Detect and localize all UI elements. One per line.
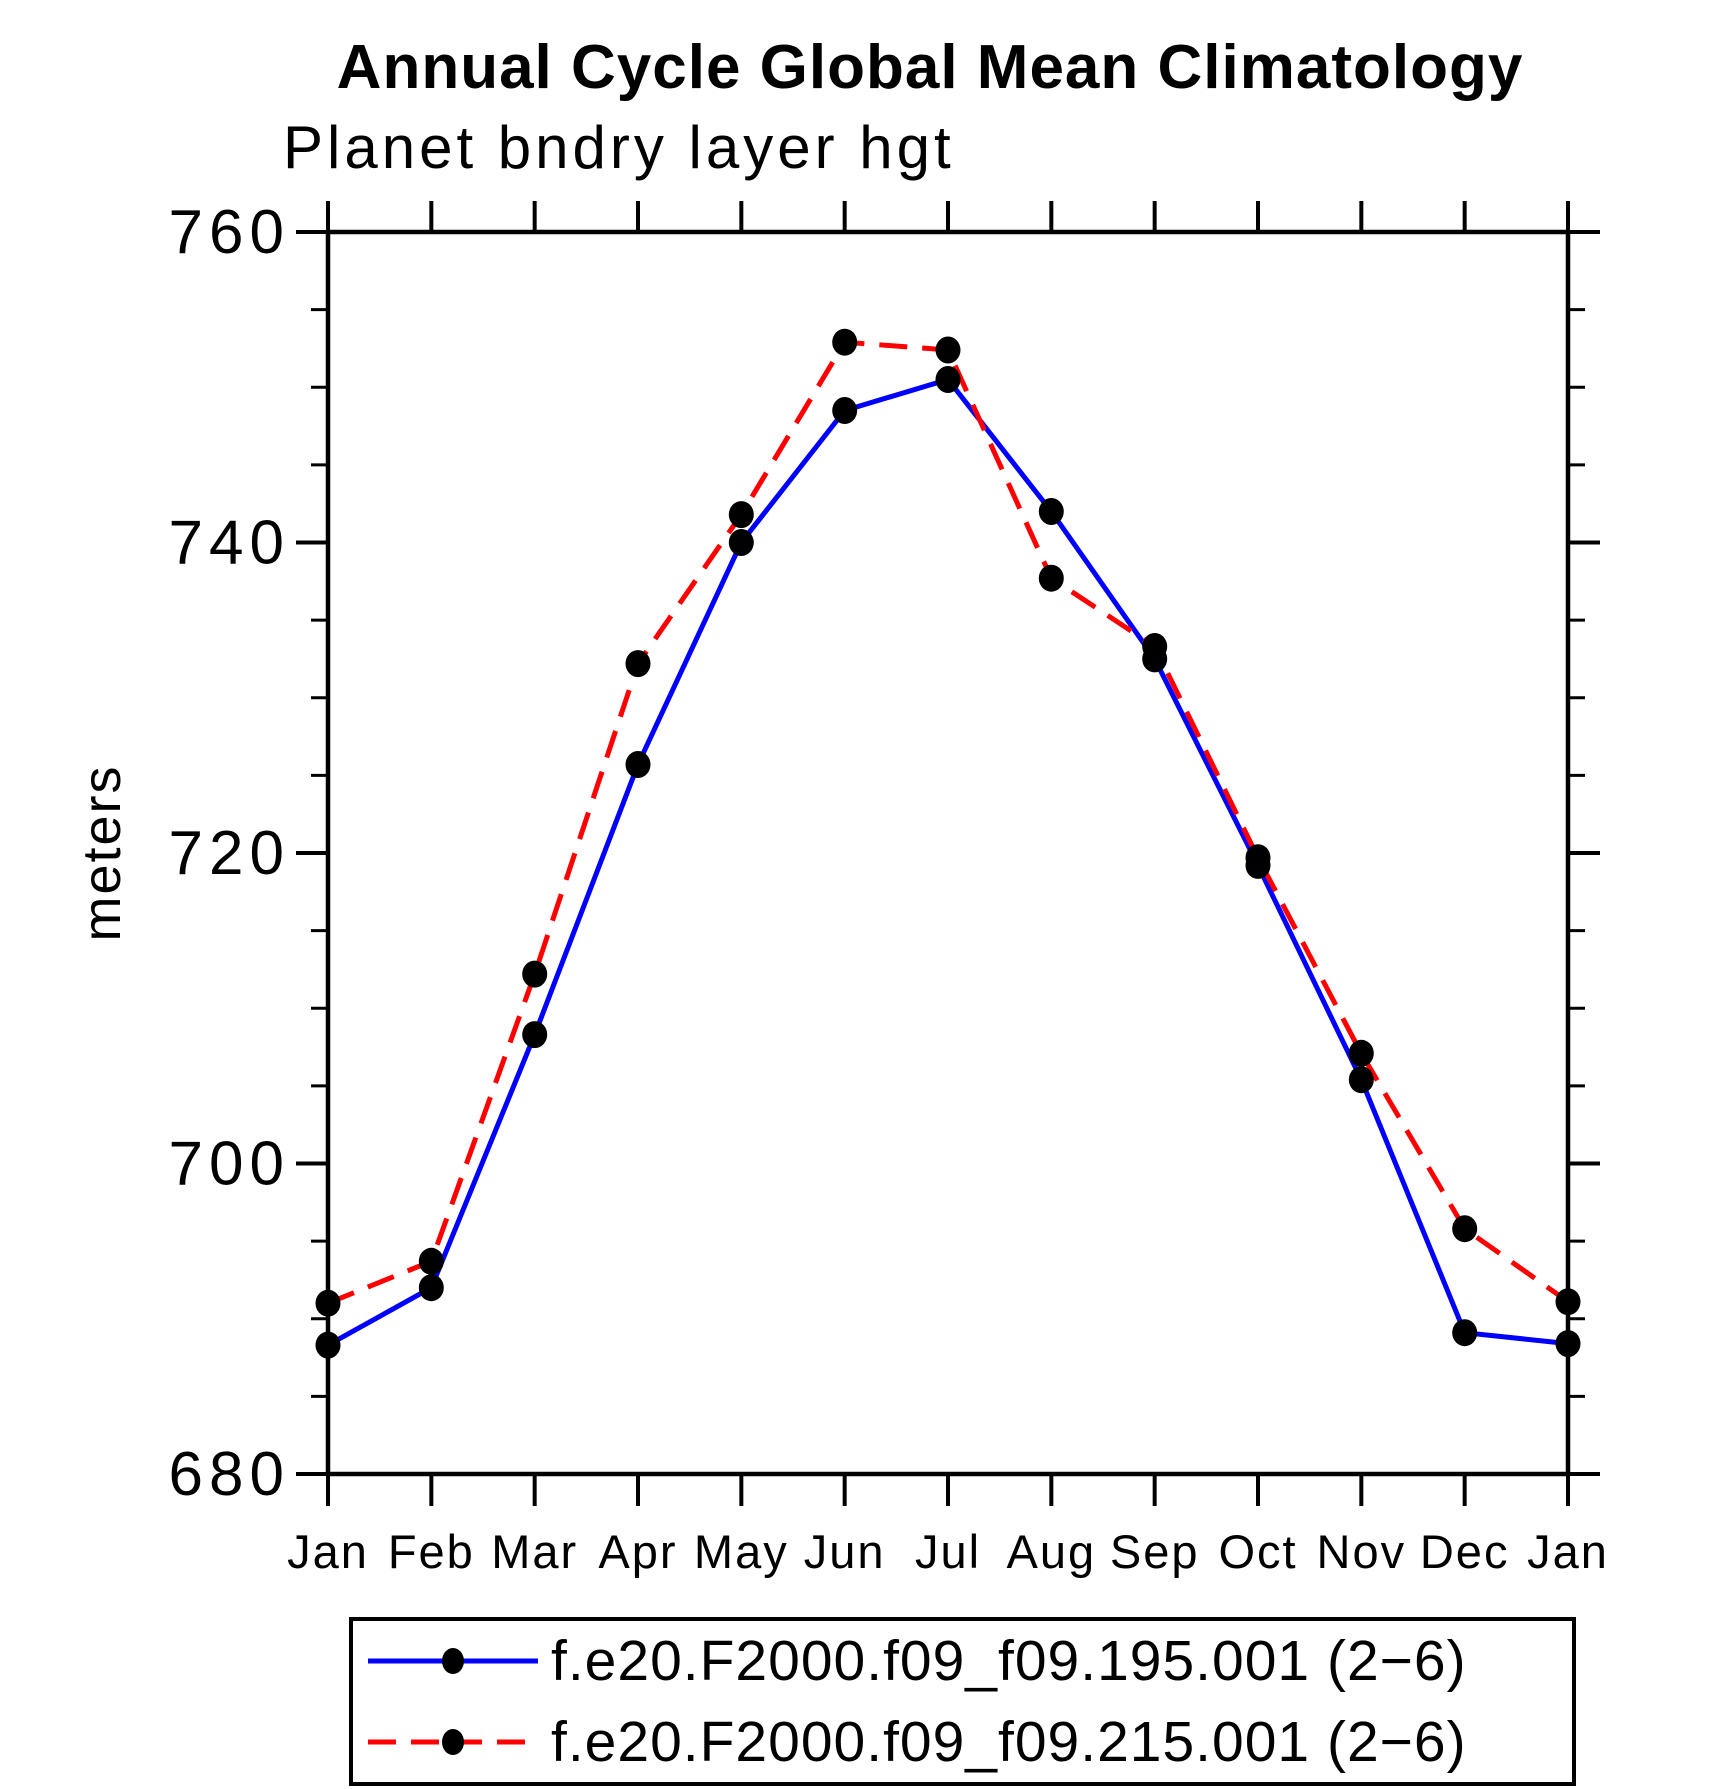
series-lines — [326, 339, 1570, 1348]
data-point-marker — [625, 650, 651, 678]
line-marker-icon — [442, 1648, 464, 1675]
chart-subtitle: Planet bndry layer hgt — [283, 114, 955, 181]
x-tick-label: Jun — [804, 1525, 886, 1578]
y-tick-label: 720 — [169, 819, 290, 888]
legend-item: f.e20.F2000.f09_f09.215.001 (2−6) — [353, 1702, 1572, 1783]
legend-label: f.e20.F2000.f09_f09.195.001 (2−6) — [551, 1629, 1467, 1694]
line-marker-icon — [442, 1728, 464, 1755]
data-point-marker — [1555, 1288, 1581, 1316]
legend-label: f.e20.F2000.f09_f09.215.001 (2−6) — [551, 1709, 1467, 1774]
data-point-marker — [315, 1289, 341, 1317]
x-tick-label: Jan — [287, 1525, 369, 1578]
data-point-marker — [1142, 633, 1168, 660]
chart-title: Annual Cycle Global Mean Climatology — [337, 33, 1524, 102]
data-point-marker — [1245, 844, 1271, 872]
data-point-marker — [935, 336, 961, 364]
data-point-marker — [1348, 1039, 1374, 1067]
data-point-marker — [1038, 498, 1064, 525]
x-tick-label: Dec — [1420, 1525, 1510, 1578]
data-point-marker — [1555, 1330, 1581, 1358]
plot-frame — [325, 229, 1571, 1477]
series-line-0 — [326, 376, 1569, 1348]
legend-line-sample-dashed — [368, 1728, 538, 1755]
legend-item: f.e20.F2000.f09_f09.195.001 (2−6) — [353, 1621, 1572, 1702]
data-point-marker — [1452, 1319, 1478, 1347]
data-point-marker — [418, 1274, 444, 1302]
data-point-marker — [935, 366, 961, 393]
y-tick-label: 680 — [169, 1440, 290, 1509]
plot-border — [325, 229, 1571, 1477]
data-point-marker — [625, 751, 651, 778]
data-point-marker — [315, 1331, 341, 1359]
x-tick-label: Jan — [1527, 1525, 1609, 1578]
y-tick-label: 760 — [169, 198, 290, 267]
data-point-marker — [1038, 564, 1064, 592]
legend-line-sample-solid — [368, 1648, 538, 1675]
y-axis-label: meters — [72, 764, 132, 941]
data-point-markers — [315, 328, 1581, 1359]
data-point-marker — [832, 328, 858, 356]
axis-ticks — [296, 201, 1600, 1506]
x-tick-label: Aug — [1007, 1525, 1097, 1578]
data-point-marker — [728, 501, 754, 529]
x-tick-label: Feb — [388, 1525, 475, 1578]
data-point-marker — [728, 529, 754, 556]
x-tick-label: Mar — [491, 1525, 578, 1578]
data-point-marker — [832, 397, 858, 424]
x-tick-label: Jul — [915, 1525, 981, 1578]
y-tick-label: 740 — [169, 509, 290, 578]
x-tick-label: Oct — [1218, 1525, 1297, 1578]
series-line-1 — [327, 339, 1570, 1306]
data-point-marker — [1348, 1066, 1374, 1094]
x-tick-label: Sep — [1110, 1525, 1200, 1578]
axis-tick-labels: Jan Feb Mar Apr May Jun Jul Aug Sep Oct Nov Dec Jan 6… — [169, 198, 1609, 1578]
data-point-marker — [1452, 1215, 1478, 1243]
data-point-marker — [522, 1021, 548, 1049]
data-point-marker — [418, 1247, 444, 1275]
y-tick-label: 700 — [169, 1130, 290, 1199]
legend: f.e20.F2000.f09_f09.195.001 (2−6) f.e20.… — [349, 1617, 1576, 1786]
x-tick-label: May — [694, 1525, 789, 1578]
x-tick-label: Apr — [598, 1525, 677, 1578]
data-point-marker — [522, 960, 548, 988]
x-tick-label: Nov — [1317, 1525, 1407, 1578]
